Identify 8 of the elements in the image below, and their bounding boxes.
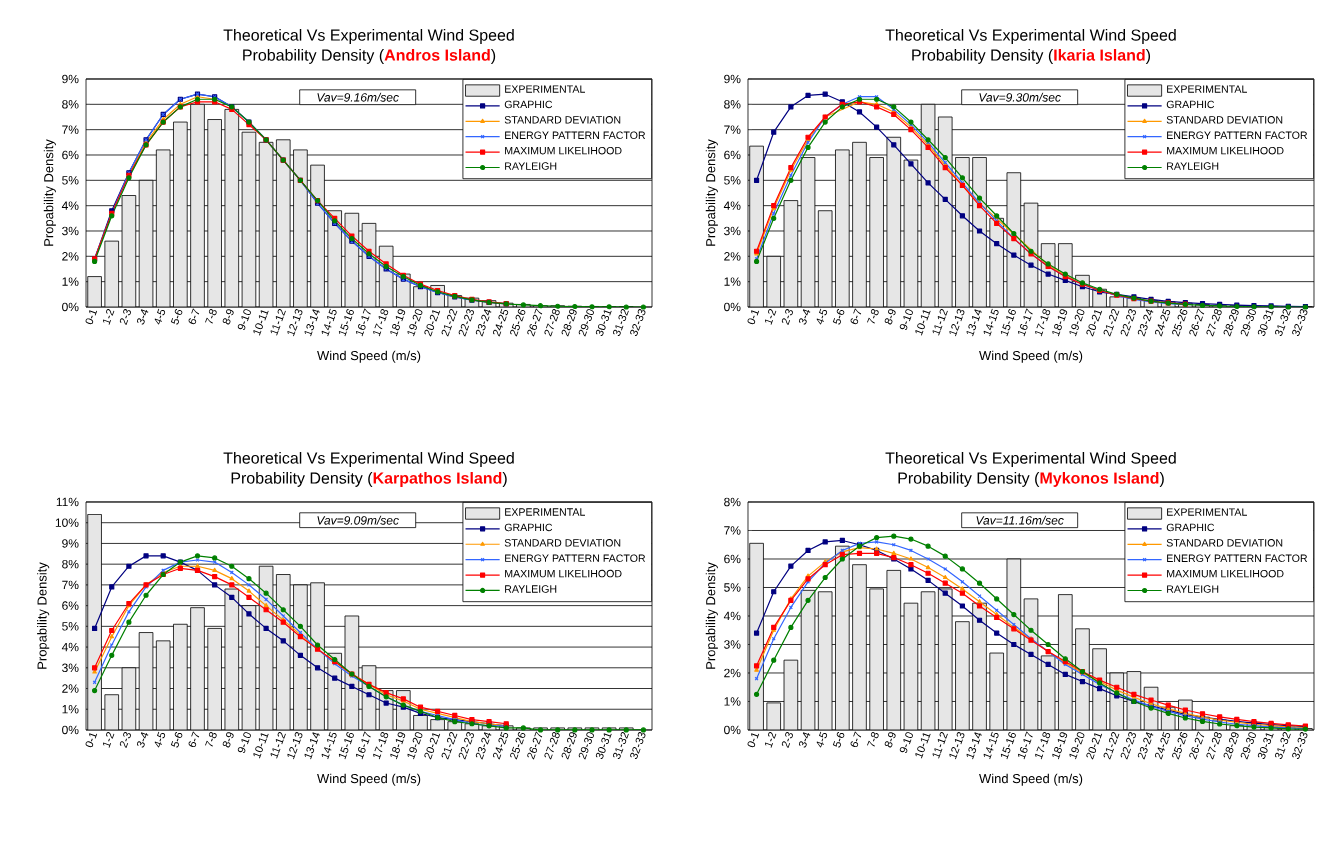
chart-title: Theoretical Vs Experimental Wind Speed [223, 451, 514, 467]
chart-subtitle: Probability Density (Andros Island) [243, 49, 496, 64]
chart-title: Theoretical Vs Experimental Wind Speed [223, 29, 514, 44]
chart-subtitle: Probability Density (Mykonos Island) [898, 472, 1164, 487]
chart-title: Theoretical Vs Experimental Wind Speed [885, 29, 1176, 44]
chart-subtitle: Probability Density (Karpathos Island) [231, 471, 507, 487]
chart-title: Theoretical Vs Experimental Wind Speed [885, 452, 1176, 467]
chart-subtitle: Probability Density (Ikaria Island) [912, 49, 1151, 64]
